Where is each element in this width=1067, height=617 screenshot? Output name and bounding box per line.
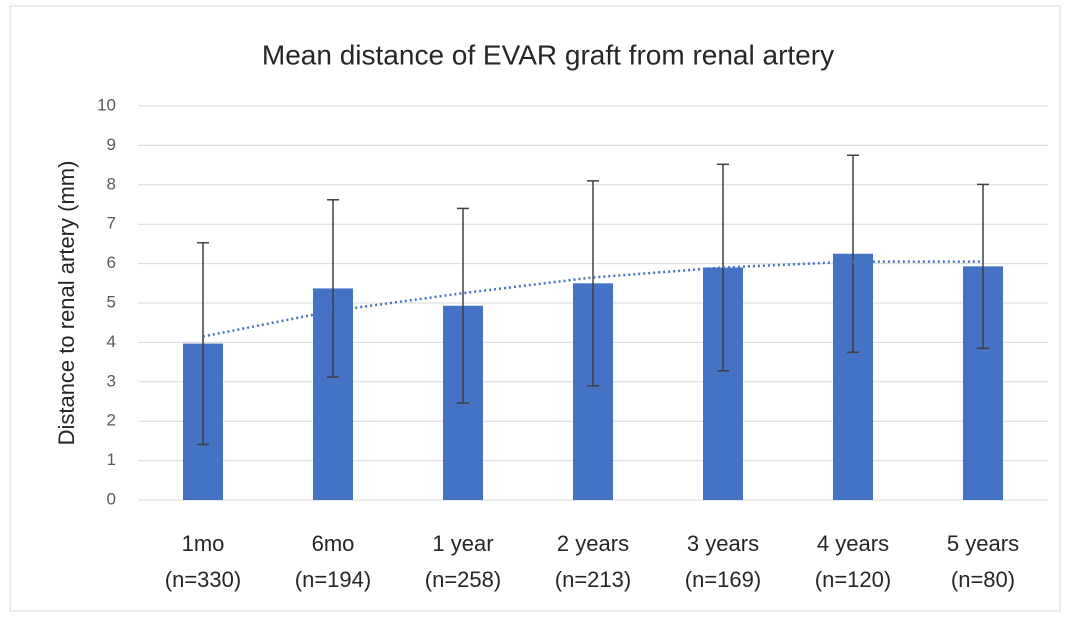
chart-title: Mean distance of EVAR graft from renal a… [262, 39, 834, 70]
chart-frame [9, 5, 1061, 612]
trendline [202, 260, 983, 338]
y-tick-label: 8 [107, 174, 116, 193]
x-tick-label: 3 years [687, 531, 759, 556]
x-tick-sublabel: (n=120) [815, 567, 891, 592]
x-tick-label: 1 year [432, 531, 493, 556]
y-tick-label: 6 [107, 253, 116, 272]
x-tick-label: 1mo [182, 531, 225, 556]
x-tick-sublabel: (n=330) [165, 567, 241, 592]
y-tick-label: 3 [107, 371, 116, 390]
error-bar [587, 180, 599, 387]
x-tick-sublabel: (n=80) [951, 567, 1015, 592]
error-bar [977, 183, 989, 350]
error-bar [847, 154, 859, 353]
error-bar [197, 241, 209, 446]
y-tick-label: 0 [107, 489, 116, 508]
x-tick-label: 6mo [312, 531, 355, 556]
y-tick-label: 7 [107, 214, 116, 233]
error-bar [457, 207, 469, 404]
y-tick-label: 1 [107, 450, 116, 469]
x-tick-label: 4 years [817, 531, 889, 556]
x-tick-label: 5 years [947, 531, 1019, 556]
error-bar [327, 199, 339, 378]
y-tick-label: 5 [107, 292, 116, 311]
y-tick-label: 4 [107, 332, 116, 351]
x-tick-label: 2 years [557, 531, 629, 556]
y-tick-label: 9 [107, 135, 116, 154]
y-tick-label: 2 [107, 411, 116, 430]
y-axis-label: Distance to renal artery (mm) [54, 161, 79, 446]
x-tick-sublabel: (n=169) [685, 567, 761, 592]
x-tick-sublabel: (n=213) [555, 567, 631, 592]
x-tick-sublabel: (n=194) [295, 567, 371, 592]
y-tick-label: 10 [97, 95, 116, 114]
x-tick-sublabel: (n=258) [425, 567, 501, 592]
